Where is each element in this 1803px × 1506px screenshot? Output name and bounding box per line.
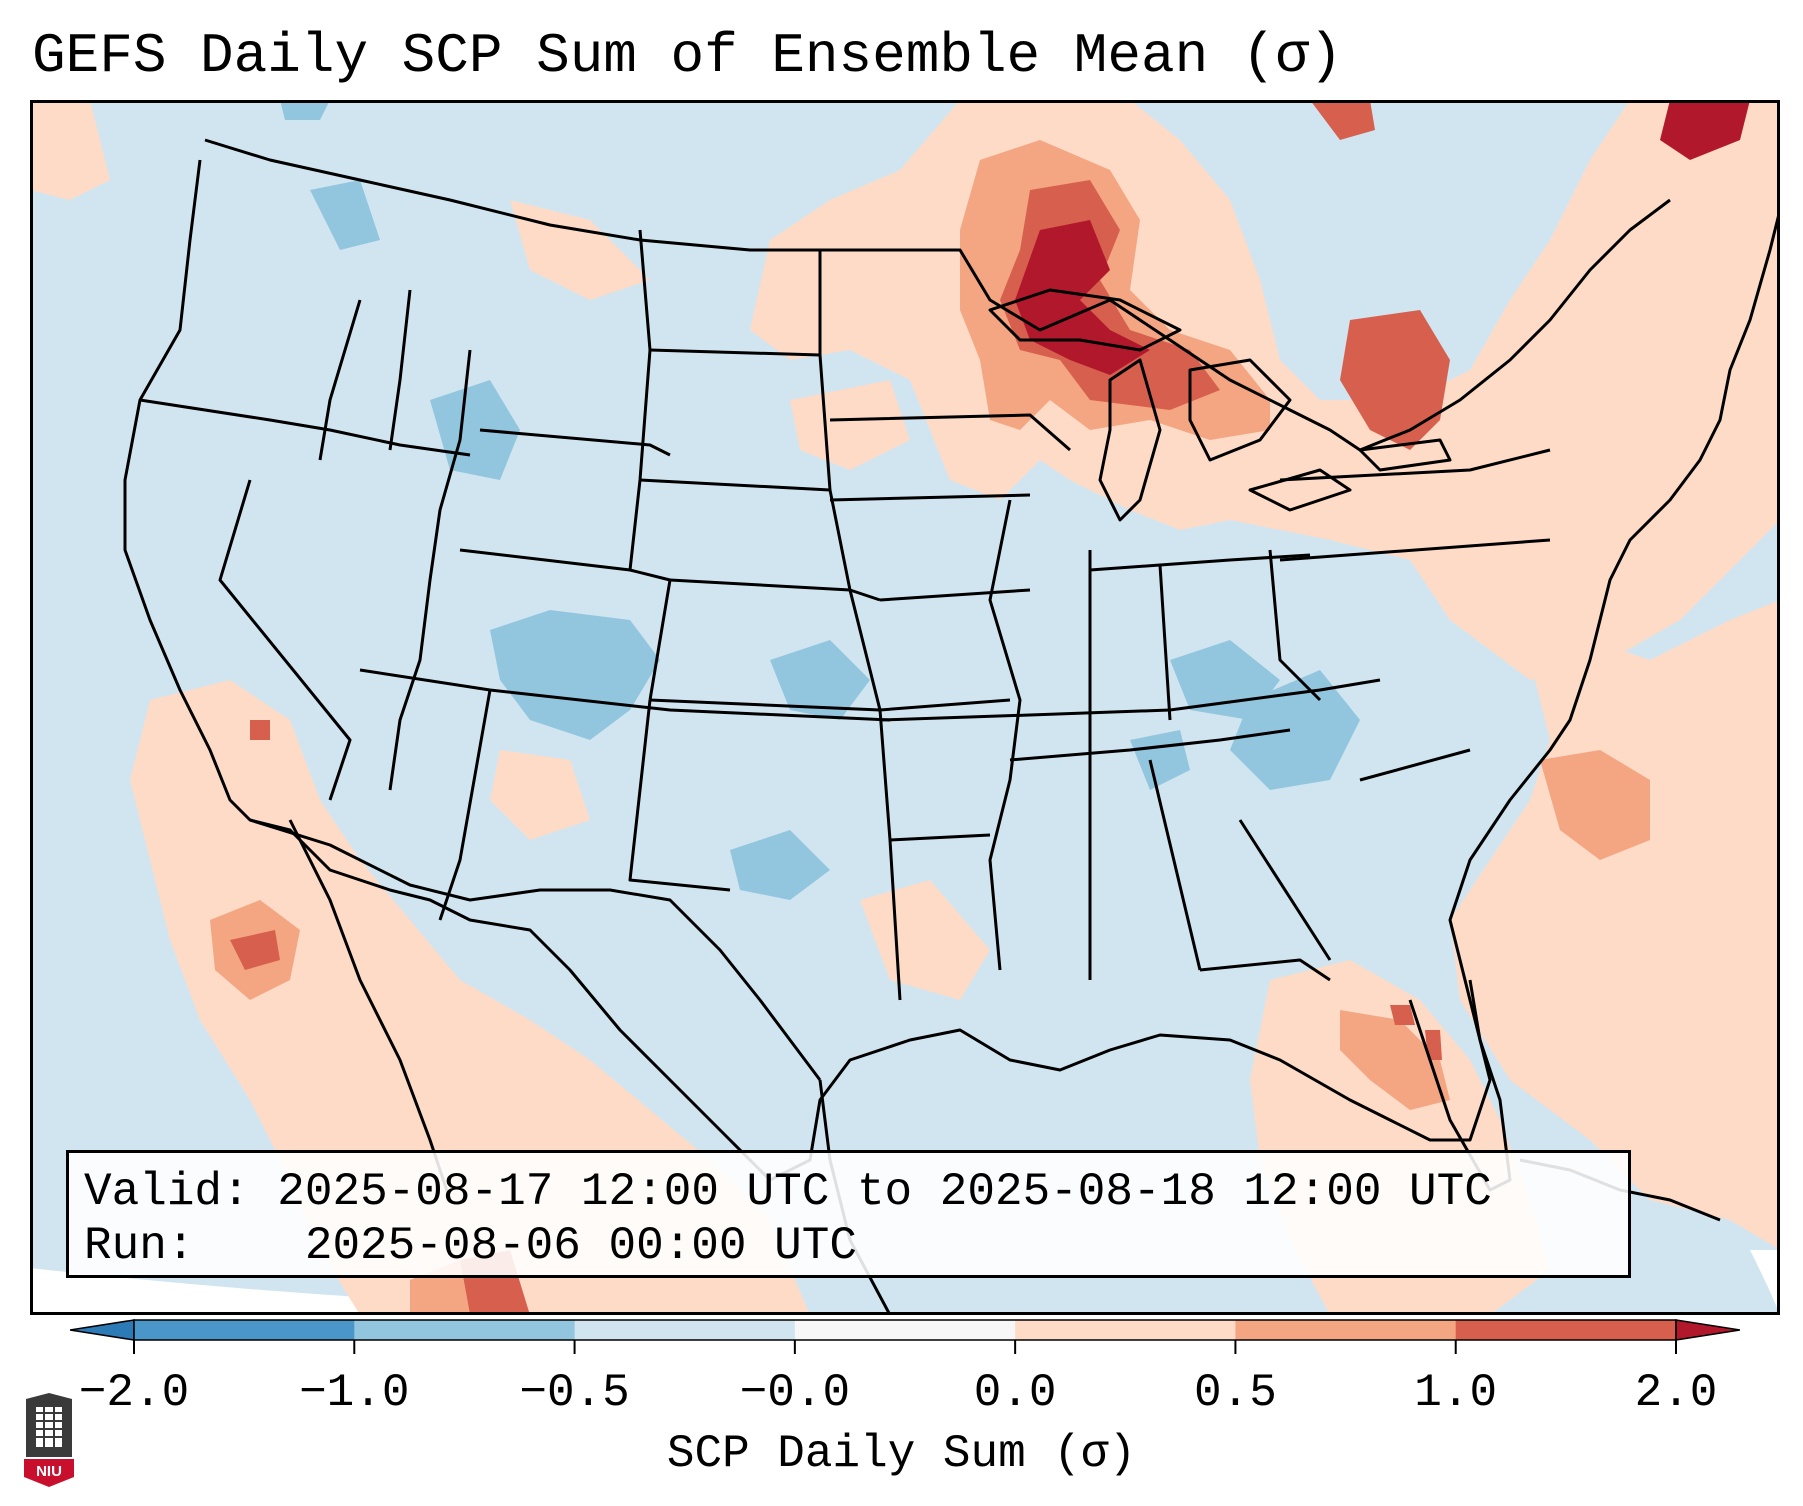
scp-map — [30, 100, 1780, 1315]
lake-erie — [1248, 468, 1352, 512]
colorbar-segment — [794, 1320, 1016, 1340]
anomaly-oklahoma-neg — [730, 830, 830, 900]
colorbar-tick-label: 2.0 — [1634, 1367, 1718, 1419]
state-line-mn-ia — [829, 413, 1071, 452]
anomaly-dakota-patch — [790, 380, 910, 470]
colorbar-segment — [1455, 1320, 1677, 1340]
anomaly-texas-patch — [860, 880, 990, 1000]
map-panel — [30, 100, 1780, 1315]
anomaly-washington-neg — [310, 180, 380, 250]
state-line-dakota-west — [628, 229, 652, 571]
colorbar-tick-label: 1.0 — [1414, 1367, 1498, 1419]
anomaly-virginia-neg — [1230, 670, 1360, 790]
anomaly-bc-neg — [280, 100, 330, 120]
anomaly-nv-cell — [250, 720, 270, 740]
colorbar-segment — [574, 1320, 796, 1340]
lake-superior — [988, 288, 1182, 352]
lake-michigan — [1098, 358, 1162, 522]
anomaly-ontario-strong — [1340, 310, 1450, 450]
state-line-mo-north — [879, 588, 1031, 602]
anomaly-pacific-nw — [30, 100, 110, 200]
map-border — [30, 100, 1780, 1315]
colorbar-label: SCP Daily Sum (σ) — [666, 1428, 1137, 1480]
anomaly-florida-mod — [1340, 1010, 1450, 1110]
state-line-in-oh — [1158, 564, 1172, 721]
colorbar-tick-label: 0.5 — [1194, 1367, 1277, 1419]
state-line-tx-panhandle — [628, 699, 731, 892]
anomaly-atlantic-mod — [1540, 750, 1650, 860]
projection-edge-right — [1750, 1250, 1780, 1315]
state-line-tn-south — [1009, 728, 1291, 762]
colorbar-segment — [1015, 1320, 1236, 1340]
anomaly-quebec-peak — [1660, 100, 1750, 160]
state-line-al-ga — [1148, 759, 1202, 971]
state-line-ut-west — [388, 349, 472, 791]
anomaly-nm-patch — [490, 750, 590, 840]
anomaly-montana-neg — [430, 380, 520, 480]
state-line-or-ca — [139, 398, 471, 457]
anomaly-atlantic — [1450, 600, 1780, 1250]
lake-huron — [1188, 358, 1292, 462]
state-line-ga-sc — [1238, 819, 1332, 961]
colorbar-extend-high — [1675, 1319, 1740, 1341]
colorbar-ticks — [133, 1340, 1677, 1354]
colorbar-extend-low — [70, 1319, 135, 1341]
colorbar-tick-label: −2.0 — [78, 1367, 190, 1419]
validity-info-box: Valid: 2025-08-17 12:00 UTC to 2025-08-1… — [66, 1150, 1631, 1278]
state-line-wy-north — [479, 428, 671, 457]
colorbar-tick-label: −1.0 — [299, 1367, 410, 1419]
state-line-id — [318, 299, 362, 461]
logo-text: NIU — [36, 1463, 62, 1480]
run-label: Run: — [84, 1220, 195, 1272]
anomaly-hudson-bay — [1310, 100, 1375, 140]
us-canada-border — [204, 138, 1671, 452]
colorbar-segment — [134, 1320, 355, 1340]
colorbar-tick-label: 0.0 — [973, 1367, 1057, 1419]
state-line-mt-id — [388, 289, 412, 451]
state-line-nc-sc — [1359, 748, 1471, 782]
colorbar — [70, 1319, 1740, 1354]
niu-logo: NIU — [24, 1393, 74, 1487]
state-line-ny-pa — [1279, 448, 1551, 482]
state-line-sd-ne — [639, 478, 831, 492]
state-line-mississippi-river — [988, 499, 1022, 971]
state-line-la-ar — [889, 833, 991, 842]
colorbar-tick-label: −0.0 — [739, 1367, 851, 1419]
state-line-ga-fl — [1199, 958, 1331, 982]
valid-label: Valid: — [84, 1166, 250, 1218]
anomaly-lake-superior-peak — [1015, 220, 1150, 375]
state-line-nd-sd — [649, 348, 821, 357]
state-line-pa-md — [1279, 538, 1551, 562]
state-line-nv — [218, 479, 352, 801]
colorbar-segment — [354, 1320, 576, 1340]
state-line-az-nm — [438, 689, 492, 921]
colorbar-segments — [70, 1319, 1740, 1341]
run-value: 2025-08-06 00:00 UTC — [304, 1220, 857, 1272]
projection-edge-left — [30, 1268, 930, 1315]
state-line-ia-mo — [829, 493, 1031, 502]
state-line-oh-wv — [1268, 549, 1322, 702]
us-mexico-border — [249, 818, 822, 1081]
map-title: GEFS Daily SCP Sum of Ensemble Mean (σ) — [32, 24, 1343, 88]
valid-value: 2025-08-17 12:00 UTC to 2025-08-18 12:00… — [277, 1166, 1492, 1218]
colorbar-tick-label: −0.5 — [519, 1367, 630, 1419]
colorbar-segment — [1235, 1320, 1457, 1340]
anomaly-kansas-neg — [770, 640, 870, 720]
us-coastline — [123, 159, 1780, 1182]
state-line-wy-co — [459, 548, 672, 701]
state-line-az-nm-north — [359, 668, 891, 722]
anomaly-colorado-neg — [490, 610, 660, 740]
colorbar-outline — [133, 1319, 1677, 1341]
anomaly-baja-strong — [230, 930, 280, 970]
anomaly-florida-strong — [1390, 1005, 1442, 1060]
lake-ontario — [1358, 438, 1452, 472]
